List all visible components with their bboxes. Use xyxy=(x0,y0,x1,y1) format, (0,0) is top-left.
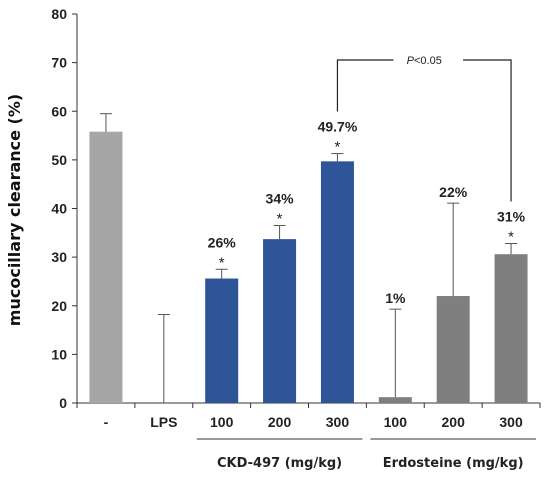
bar xyxy=(321,161,354,403)
y-tick-label: 20 xyxy=(51,298,67,314)
y-axis-title: mucocillary clearance (%) xyxy=(5,94,24,326)
category-label: 200 xyxy=(442,414,466,430)
data-labels: * 26% * 34% * 49.7% 1% 22% * 31% xyxy=(208,119,526,307)
category-label: 100 xyxy=(384,414,408,430)
significance-star: * xyxy=(335,139,341,156)
bar xyxy=(495,254,528,403)
category-label: 300 xyxy=(499,414,523,430)
y-tick-label: 80 xyxy=(51,6,67,22)
category-labels: - LPS 100 200 300 100 200 300 xyxy=(104,414,523,430)
data-label: 26% xyxy=(208,234,237,250)
significance-star: * xyxy=(277,211,283,228)
y-tick-label: 30 xyxy=(51,249,67,265)
data-label: 34% xyxy=(266,191,295,207)
y-tick-label: 10 xyxy=(51,346,67,362)
category-label: 200 xyxy=(268,414,292,430)
category-label: LPS xyxy=(150,414,177,430)
significance-star: * xyxy=(219,254,225,271)
y-tick-label: 60 xyxy=(51,103,67,119)
y-tick-label: 70 xyxy=(51,55,67,71)
bar xyxy=(379,397,412,403)
bar xyxy=(89,132,122,403)
bars xyxy=(89,132,527,403)
p-value-label: P<0.05 xyxy=(407,55,442,67)
comparison-line-left xyxy=(337,60,393,112)
category-label: 300 xyxy=(326,414,350,430)
data-label: 49.7% xyxy=(318,119,358,135)
y-tick-label: 40 xyxy=(51,201,67,217)
data-label: 31% xyxy=(497,209,526,225)
y-tick-label: 50 xyxy=(51,152,67,168)
bar xyxy=(263,239,296,403)
comparison-line-right xyxy=(463,60,511,202)
bar xyxy=(205,279,238,403)
y-tick-label: 0 xyxy=(59,395,67,411)
category-label: - xyxy=(104,414,109,430)
category-label: 100 xyxy=(210,414,234,430)
data-label: 1% xyxy=(385,290,406,306)
group-label: Erdosteine (mg/kg) xyxy=(383,456,524,471)
significance-star: * xyxy=(508,229,514,246)
group-label: CKD-497 (mg/kg) xyxy=(217,456,342,471)
group-labels: CKD-497 (mg/kg) Erdosteine (mg/kg) xyxy=(197,439,536,471)
data-label: 22% xyxy=(439,184,468,200)
comparison-bracket: P<0.05 xyxy=(337,55,511,202)
p-value-threshold: <0.05 xyxy=(414,55,442,67)
bar xyxy=(437,296,470,403)
